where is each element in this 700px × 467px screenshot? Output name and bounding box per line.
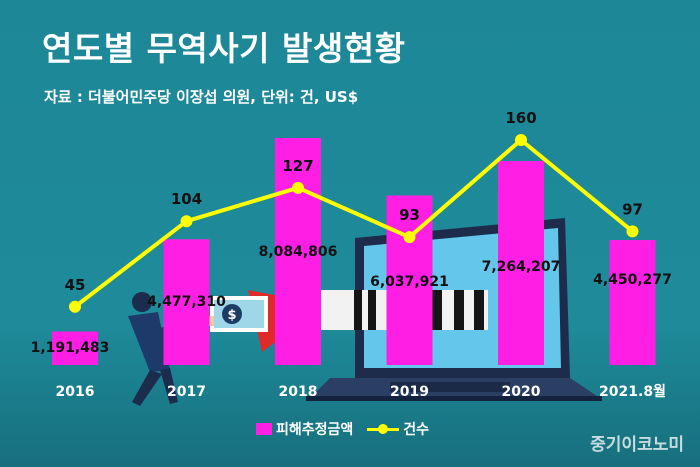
count-label-2: 127 [282, 157, 313, 175]
data-labels: 45 104 127 93 160 97 1,191,483 4,477,310 8,084,8… [31, 109, 672, 356]
bar-1 [163, 239, 210, 365]
brand-watermark: 중기이코노미 [590, 435, 684, 455]
bar-4 [498, 161, 544, 365]
legend-item-count: 건수 [367, 419, 429, 439]
count-label-4: 160 [505, 109, 536, 127]
amount-label-1: 4,477,310 [147, 294, 226, 310]
amount-label-3: 6,037,921 [370, 274, 449, 290]
count-point-4 [515, 134, 527, 146]
count-line [73, 138, 634, 309]
count-point-1 [180, 215, 193, 228]
count-point-0 [69, 300, 81, 313]
legend-count-label: 건수 [403, 422, 430, 438]
chart-source: 자료 : 더불어민주당 이장섭 의원, 단위: 건, US$ [44, 88, 359, 106]
count-point-2 [292, 181, 304, 194]
amount-label-0: 1,191,483 [31, 340, 110, 356]
count-label-1: 104 [171, 190, 202, 208]
count-label-5: 97 [622, 200, 643, 218]
amount-label-5: 4,450,277 [593, 272, 672, 288]
legend-bar-swatch [256, 423, 272, 435]
count-label-3: 93 [399, 206, 420, 224]
x-tick-label-0: 2016 [56, 384, 95, 400]
x-tick-label-4: 2020 [502, 384, 541, 400]
legend-line-swatch [367, 423, 400, 435]
count-point-5 [626, 225, 639, 238]
line-series [69, 134, 639, 313]
x-axis-ticks: 2016 2017 2018 2019 2020 2021.8월 [56, 383, 666, 400]
amount-label-2: 8,084,806 [259, 244, 338, 260]
legend-amount-label: 피해추정금액 [276, 422, 354, 438]
count-point-3 [403, 231, 416, 244]
amount-label-4: 7,264,207 [482, 259, 561, 275]
legend-item-amount: 피해추정금액 [256, 419, 353, 439]
svg-text:$: $ [227, 308, 236, 323]
x-tick-label-3: 2019 [390, 384, 429, 400]
bar-2 [275, 138, 321, 365]
x-tick-label-5: 2021.8월 [599, 383, 666, 400]
x-tick-label-2: 2018 [279, 384, 318, 400]
bar-0 [52, 331, 98, 365]
x-tick-label-1: 2017 [167, 384, 206, 400]
bar-5 [609, 240, 656, 365]
chart-title: 연도별 무역사기 발생현황 [42, 29, 406, 68]
count-label-0: 45 [65, 276, 86, 294]
legend: 피해추정금액 건수 [256, 419, 429, 439]
